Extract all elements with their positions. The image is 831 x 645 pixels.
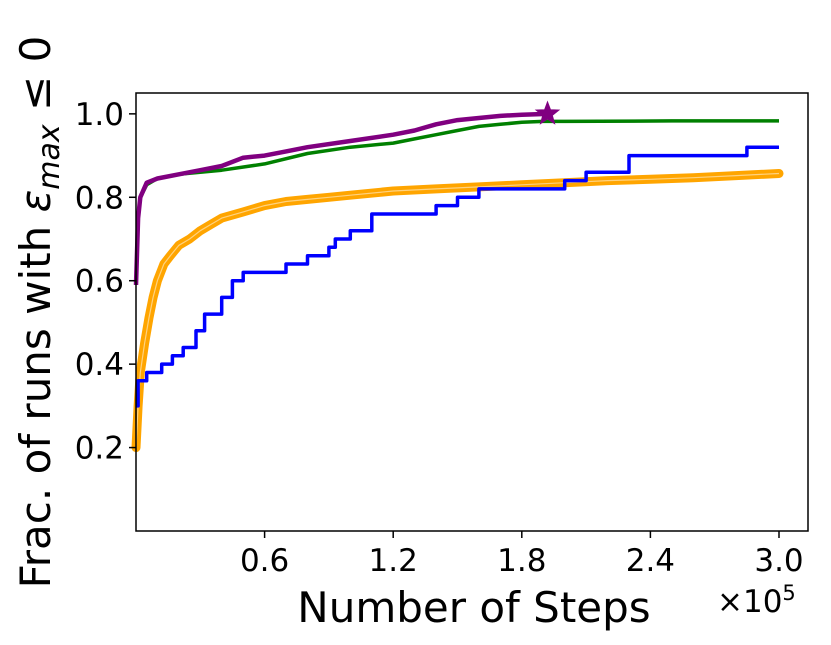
plot-layer: [131, 100, 784, 453]
y-axis-ticks: 0.2 0.4 0.6 0.8 1.0: [75, 97, 136, 467]
x-axis-offset-label: ×105: [717, 581, 796, 620]
y-tick-label: 0.2: [75, 431, 124, 467]
x-axis-ticks: 0.6 1.2 1.8 2.4 3.0: [240, 531, 804, 579]
y-tick-label: 1.0: [75, 97, 124, 133]
x-axis-label: Number of Steps: [297, 583, 650, 632]
y-tick-label: 0.8: [75, 180, 124, 216]
plot-frame: [135, 92, 809, 532]
star-marker: [534, 100, 561, 125]
series-line: [136, 145, 779, 408]
x-tick-label: 1.2: [369, 543, 418, 579]
y-tick-label: 0.6: [75, 264, 124, 300]
x-tick-label: 1.8: [497, 543, 546, 579]
y-axis-label: Frac. of runs with εmax ≤ 0: [11, 36, 67, 589]
y-tick-label: 0.4: [75, 347, 124, 383]
x-tick-label: 3.0: [754, 543, 803, 579]
series-line: [133, 111, 548, 285]
x-tick-label: 2.4: [626, 543, 675, 579]
x-tick-label: 0.6: [240, 543, 289, 579]
